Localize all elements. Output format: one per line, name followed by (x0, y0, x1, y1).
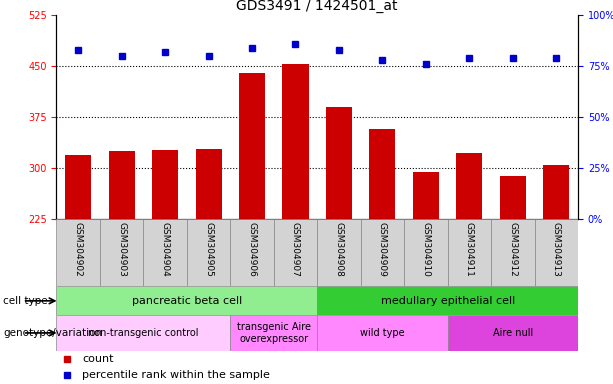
Text: count: count (83, 354, 114, 364)
Text: cell type: cell type (3, 296, 48, 306)
Bar (447, 315, 578, 351)
Text: wild type: wild type (360, 328, 405, 338)
Bar (535, 219, 578, 286)
Text: GSM304902: GSM304902 (74, 222, 83, 277)
Text: GSM304911: GSM304911 (465, 222, 474, 277)
Text: GSM304908: GSM304908 (335, 222, 343, 277)
Text: GSM304903: GSM304903 (117, 222, 126, 277)
Text: percentile rank within the sample: percentile rank within the sample (83, 370, 270, 380)
Bar (143, 219, 187, 286)
Bar (456, 153, 482, 372)
Text: Aire null: Aire null (493, 328, 533, 338)
Text: transgenic Aire
overexpressor: transgenic Aire overexpressor (237, 322, 311, 344)
Bar (500, 176, 526, 372)
Bar (65, 155, 91, 372)
Text: GSM304907: GSM304907 (291, 222, 300, 277)
Bar (56, 219, 100, 286)
Text: GSM304904: GSM304904 (161, 222, 170, 277)
Title: GDS3491 / 1424501_at: GDS3491 / 1424501_at (237, 0, 398, 13)
Bar (413, 172, 439, 372)
Bar (187, 219, 230, 286)
Bar (196, 149, 221, 372)
Bar (447, 219, 491, 286)
Bar (56, 286, 318, 315)
Bar (239, 73, 265, 372)
Bar (152, 150, 178, 372)
Bar (318, 219, 360, 286)
Bar (360, 219, 404, 286)
Bar (318, 315, 447, 351)
Bar (283, 64, 308, 372)
Text: pancreatic beta cell: pancreatic beta cell (132, 296, 242, 306)
Bar (491, 219, 535, 286)
Text: GSM304905: GSM304905 (204, 222, 213, 277)
Text: genotype/variation: genotype/variation (3, 328, 102, 338)
Text: GSM304910: GSM304910 (421, 222, 430, 277)
Bar (230, 315, 318, 351)
Text: GSM304909: GSM304909 (378, 222, 387, 277)
Bar (100, 219, 143, 286)
Text: GSM304912: GSM304912 (508, 222, 517, 277)
Text: GSM304906: GSM304906 (248, 222, 256, 277)
Bar (543, 165, 569, 372)
Bar (370, 129, 395, 372)
Bar (230, 219, 274, 286)
Bar (318, 286, 578, 315)
Text: medullary epithelial cell: medullary epithelial cell (381, 296, 515, 306)
Bar (326, 107, 352, 372)
Bar (274, 219, 318, 286)
Text: non-transgenic control: non-transgenic control (88, 328, 199, 338)
Bar (404, 219, 447, 286)
Text: GSM304913: GSM304913 (552, 222, 561, 277)
Bar (56, 315, 230, 351)
Bar (109, 151, 135, 372)
